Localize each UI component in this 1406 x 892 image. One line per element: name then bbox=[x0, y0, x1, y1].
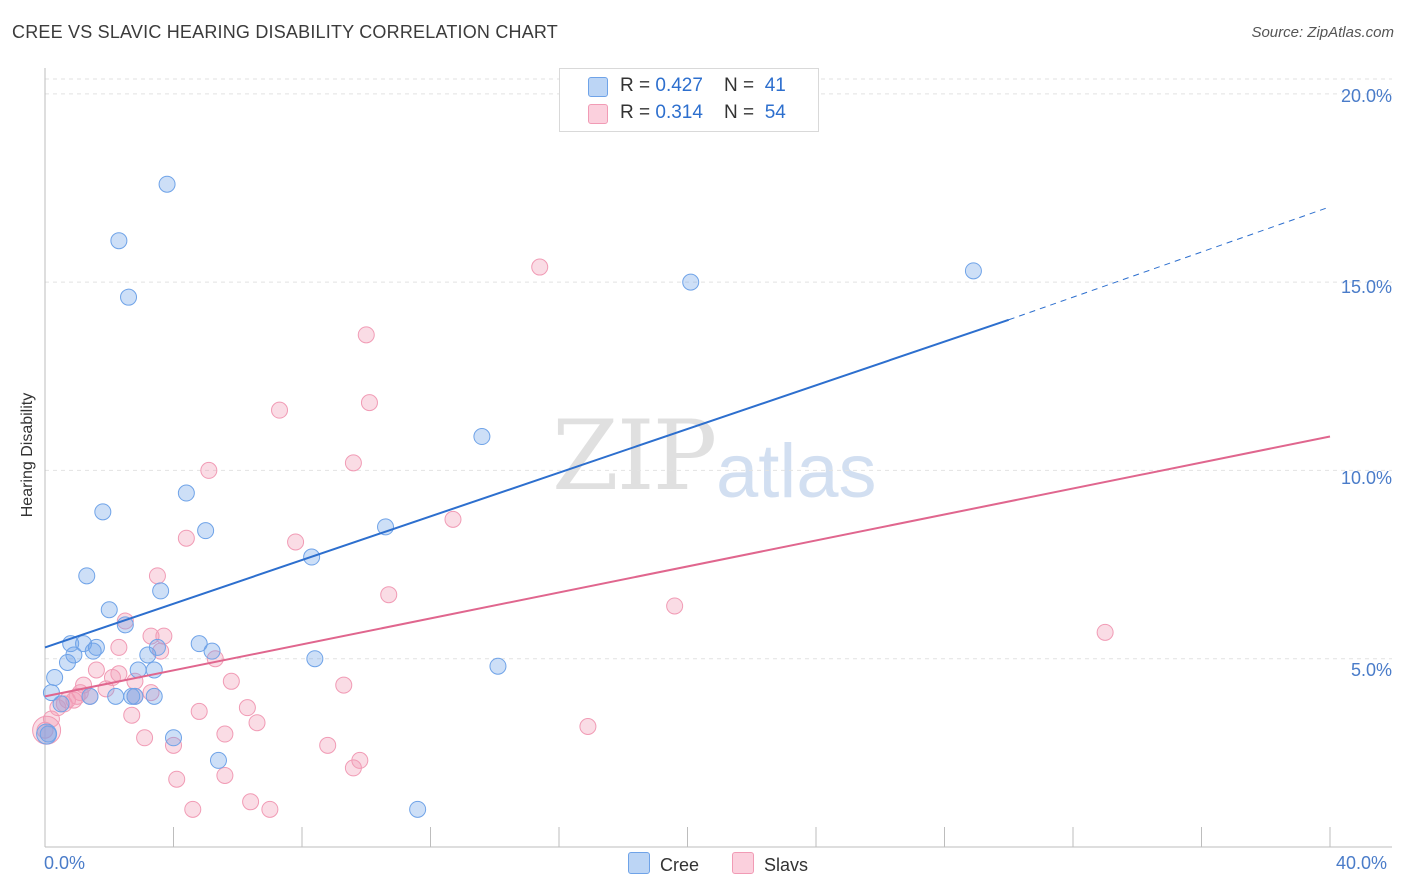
slavs-trend-line bbox=[44, 435, 1331, 698]
slavs-point bbox=[380, 586, 398, 604]
slavs-point bbox=[287, 533, 305, 551]
cree-point bbox=[165, 729, 182, 747]
slavs-n-value: 54 bbox=[764, 102, 786, 123]
cree-point bbox=[100, 601, 118, 619]
slavs-points bbox=[32, 258, 1114, 818]
slavs-point bbox=[184, 800, 202, 818]
cree-point bbox=[139, 646, 157, 664]
slavs-point bbox=[238, 699, 256, 717]
cree-point bbox=[81, 687, 99, 705]
watermark-zip: ZIP bbox=[552, 400, 717, 512]
cree-r-label: R = bbox=[620, 75, 656, 96]
cree-point bbox=[489, 657, 507, 675]
slavs-point bbox=[666, 597, 684, 615]
cree-point bbox=[682, 273, 700, 291]
cree-legend-swatch bbox=[628, 852, 650, 874]
cree-point bbox=[306, 650, 324, 668]
slavs-point bbox=[216, 766, 234, 784]
slavs-point bbox=[168, 770, 186, 788]
cree-point bbox=[203, 642, 221, 660]
bottom-legend-cree: Cree bbox=[628, 852, 699, 876]
chart-title: CREE VS SLAVIC HEARING DISABILITY CORREL… bbox=[12, 22, 558, 42]
slavs-point bbox=[360, 394, 378, 412]
slavs-point bbox=[136, 729, 154, 747]
cree-point bbox=[107, 687, 125, 705]
cree-point bbox=[197, 522, 215, 540]
slavs-point bbox=[1096, 623, 1114, 641]
cree-point bbox=[209, 751, 227, 769]
slavs-point bbox=[242, 793, 260, 811]
cree-swatch bbox=[588, 77, 608, 97]
slavs-legend-label: Slavs bbox=[764, 855, 809, 875]
grid-lines bbox=[45, 78, 1392, 660]
cree-point bbox=[52, 695, 70, 713]
cree-legend-label: Cree bbox=[660, 855, 700, 875]
slavs-point bbox=[444, 510, 462, 528]
slavs-point bbox=[190, 702, 208, 720]
trend-lines bbox=[44, 206, 1331, 698]
cree-point bbox=[126, 687, 144, 705]
cree-trend-extension bbox=[1008, 206, 1331, 321]
cree-point bbox=[964, 262, 982, 280]
cree-point bbox=[46, 669, 64, 687]
cree-point bbox=[409, 800, 427, 818]
slavs-r-value: 0.314 bbox=[655, 102, 703, 123]
slavs-point bbox=[110, 638, 128, 656]
cree-n-label: N = bbox=[724, 75, 760, 96]
cree-point bbox=[190, 635, 208, 653]
slavs-point bbox=[177, 529, 195, 547]
slavs-legend-swatch bbox=[732, 852, 754, 874]
x-tick-max: 40.0% bbox=[1336, 853, 1388, 873]
cree-r-value: 0.427 bbox=[655, 75, 703, 96]
slavs-point bbox=[271, 401, 289, 419]
slavs-point bbox=[216, 725, 234, 743]
source-label: Source: ZipAtlas.com bbox=[1251, 24, 1394, 41]
slavs-point bbox=[335, 676, 353, 694]
cree-point bbox=[152, 582, 170, 600]
slavs-r-label: R = bbox=[620, 102, 656, 123]
y-tick-20: 20.0% bbox=[1340, 86, 1392, 106]
axes bbox=[44, 68, 1392, 848]
cree-point bbox=[110, 232, 128, 250]
slavs-point bbox=[344, 759, 362, 777]
bottom-legend-slavs: Slavs bbox=[732, 852, 808, 876]
correlation-legend: R = 0.427 N = 41 R = 0.314 N = 54 bbox=[559, 68, 819, 132]
slavs-point bbox=[248, 714, 266, 732]
slavs-point bbox=[200, 461, 218, 479]
cree-n-value: 41 bbox=[764, 75, 786, 96]
cree-point bbox=[84, 642, 102, 660]
slavs-point bbox=[123, 706, 141, 724]
slavs-n-label: N = bbox=[724, 102, 760, 123]
slavs-point bbox=[357, 326, 375, 344]
slavs-point bbox=[87, 661, 105, 679]
y-tick-5: 5.0% bbox=[1350, 660, 1392, 680]
watermark-atlas: atlas bbox=[716, 429, 877, 514]
cree-point bbox=[177, 484, 195, 502]
cree-point bbox=[120, 288, 138, 306]
x-tick-min: 0.0% bbox=[44, 853, 86, 873]
cree-point bbox=[158, 175, 176, 193]
slavs-swatch bbox=[588, 104, 608, 124]
cree-point bbox=[58, 653, 76, 671]
cree-point bbox=[94, 503, 112, 521]
cree-points bbox=[36, 175, 982, 818]
slavs-point bbox=[261, 800, 279, 818]
slavs-point bbox=[222, 672, 240, 690]
slavs-point bbox=[531, 258, 549, 276]
cree-point bbox=[145, 687, 163, 705]
y-tick-15: 15.0% bbox=[1340, 277, 1392, 297]
cree-trend-line bbox=[44, 318, 1010, 649]
slavs-point bbox=[579, 717, 597, 735]
y-tick-10: 10.0% bbox=[1340, 468, 1392, 488]
cree-point bbox=[36, 723, 58, 745]
slavs-point bbox=[344, 454, 362, 472]
slavs-point bbox=[319, 736, 337, 754]
cree-point bbox=[78, 567, 96, 585]
slavs-point bbox=[148, 567, 166, 585]
cree-point bbox=[473, 428, 491, 446]
